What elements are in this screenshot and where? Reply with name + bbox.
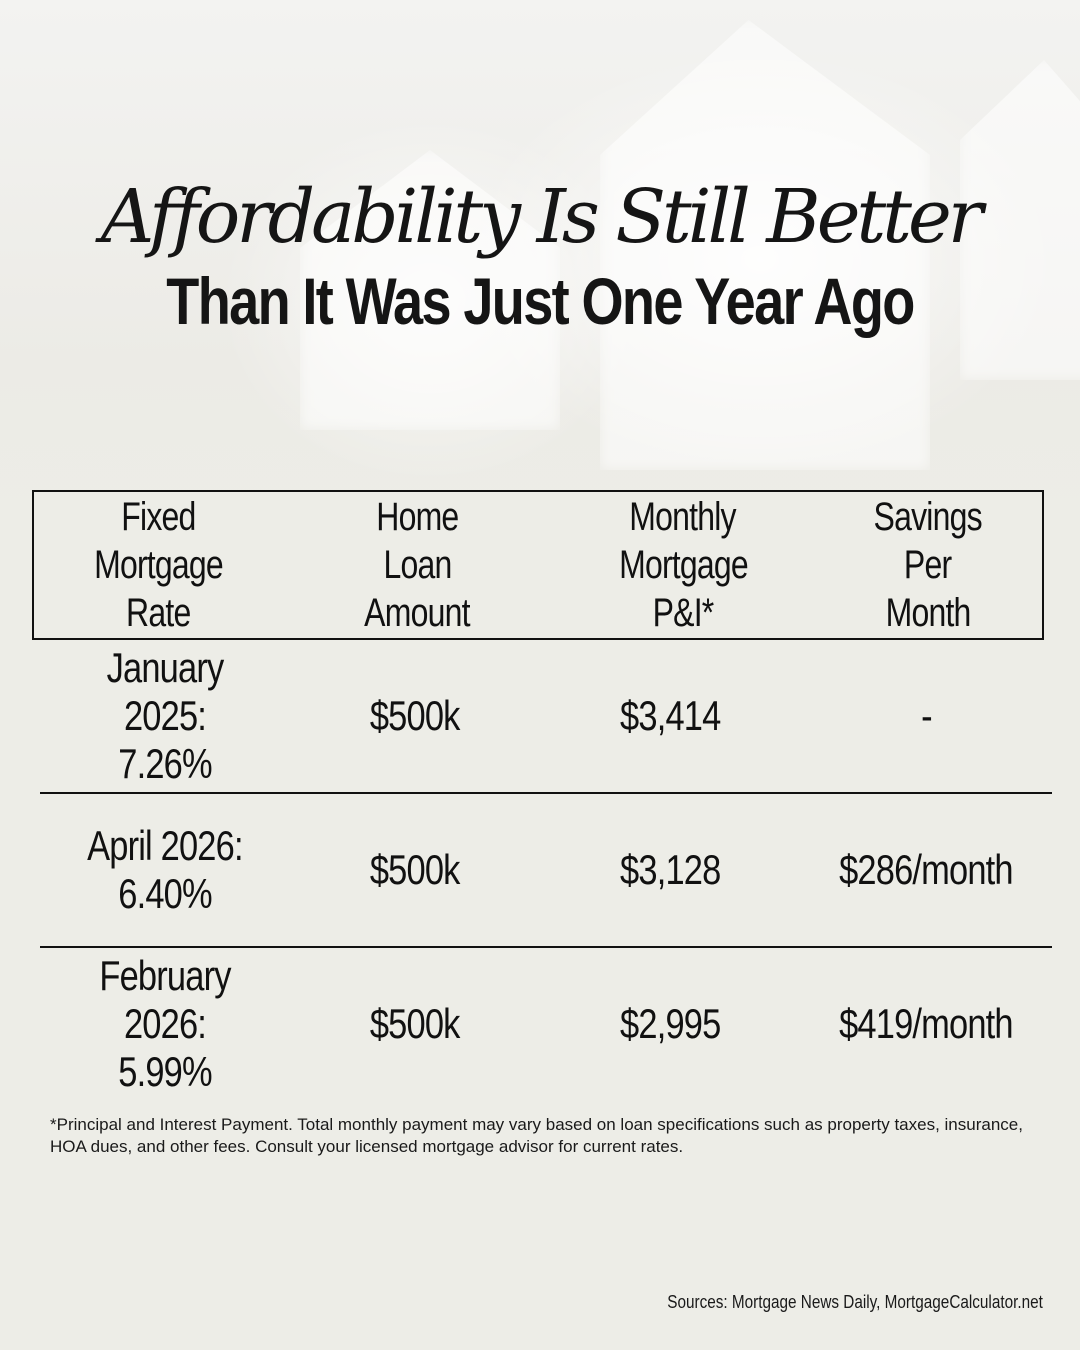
- header-line: Home: [375, 495, 459, 539]
- background-photo: [0, 0, 1080, 520]
- payment-value: $2,995: [619, 1000, 721, 1047]
- header-line: Month: [885, 591, 972, 635]
- loan-value: $500k: [370, 692, 461, 739]
- header-monthly-mortgage: Monthly Mortgage P&I*: [552, 493, 814, 637]
- header-line: Amount: [364, 591, 470, 635]
- header-line: Monthly: [629, 495, 737, 539]
- header-fixed-mortgage-rate: Fixed Mortgage Rate: [34, 493, 282, 637]
- table-row: February 2026: 5.99% $500k $2,995 $419/m…: [40, 948, 1052, 1100]
- header-line: Rate: [125, 591, 191, 635]
- header-line: Fixed: [120, 495, 196, 539]
- loan-value: $500k: [370, 1000, 461, 1047]
- footnote: *Principal and Interest Payment. Total m…: [50, 1115, 1023, 1156]
- header-line: Loan: [382, 543, 452, 587]
- savings-value: $286/month: [839, 846, 1014, 893]
- savings-cell: $286/month: [800, 846, 1052, 894]
- title-line-1: Affordability Is Still Better: [100, 174, 983, 260]
- header-line: Mortgage: [618, 543, 749, 587]
- loan-cell: $500k: [290, 846, 540, 894]
- rate-cell: February 2026: 5.99%: [40, 952, 290, 1096]
- rate-value: 7.26%: [118, 740, 212, 787]
- table-row: January 2025: 7.26% $500k $3,414 -: [40, 640, 1052, 794]
- header-home-loan-amount: Home Loan Amount: [282, 493, 552, 637]
- period-label: April 2026:: [87, 822, 243, 869]
- savings-cell: $419/month: [800, 1000, 1052, 1048]
- savings-cell: -: [800, 692, 1052, 740]
- rate-value: 6.40%: [118, 870, 212, 917]
- header-line: Mortgage: [93, 543, 224, 587]
- payment-value: $3,414: [619, 692, 721, 739]
- header-line: Savings: [873, 495, 983, 539]
- table-row: April 2026: 6.40% $500k $3,128 $286/mont…: [40, 794, 1052, 948]
- header-line: Per: [904, 543, 952, 587]
- rate-cell: April 2026: 6.40%: [40, 822, 290, 918]
- savings-value: $419/month: [839, 1000, 1014, 1047]
- payment-cell: $3,128: [540, 846, 800, 894]
- rate-cell: January 2025: 7.26%: [40, 644, 290, 788]
- rate-value: 5.99%: [118, 1048, 212, 1095]
- header-line: P&I*: [652, 591, 715, 635]
- table-header: Fixed Mortgage Rate Home Loan Amount Mon…: [32, 490, 1044, 640]
- header-savings-per-month: Savings Per Month: [814, 493, 1042, 637]
- loan-cell: $500k: [290, 1000, 540, 1048]
- period-label: February 2026:: [99, 952, 231, 1047]
- payment-cell: $2,995: [540, 1000, 800, 1048]
- payment-value: $3,128: [619, 846, 721, 893]
- page-title: Affordability Is Still Better Than It Wa…: [0, 172, 1080, 340]
- loan-cell: $500k: [290, 692, 540, 740]
- rates-table: Fixed Mortgage Rate Home Loan Amount Mon…: [32, 490, 1052, 1100]
- title-line-2: Than It Was Just One Year Ago: [166, 264, 915, 338]
- sources-credit: Sources: Mortgage News Daily, MortgageCa…: [667, 1292, 1043, 1312]
- period-label: January 2025:: [106, 644, 225, 739]
- loan-value: $500k: [370, 846, 461, 893]
- payment-cell: $3,414: [540, 692, 800, 740]
- savings-value: -: [920, 692, 932, 739]
